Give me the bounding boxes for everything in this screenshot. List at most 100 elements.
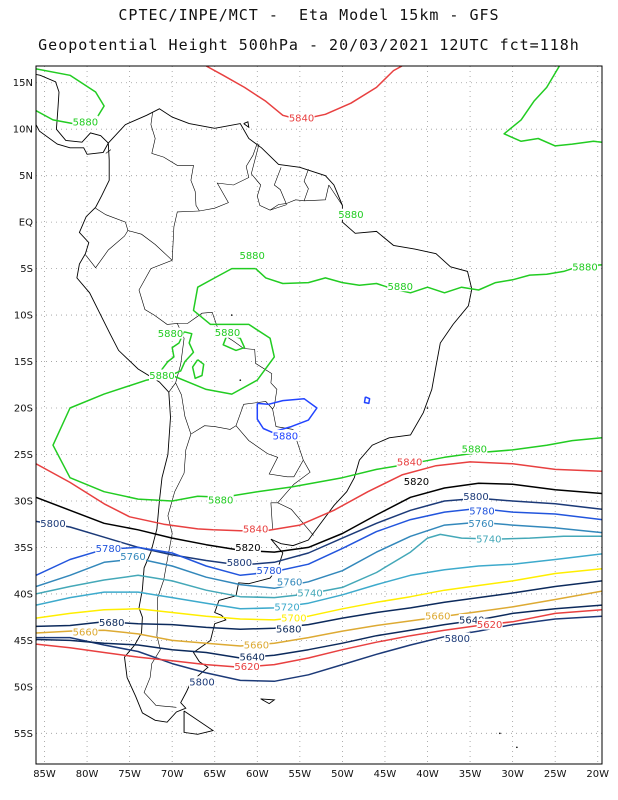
contour-label-background xyxy=(396,455,423,467)
country-border xyxy=(235,425,304,478)
contour-label-background xyxy=(280,612,307,624)
longitude-tick-label: 30W xyxy=(501,769,524,780)
contour-line-5700 xyxy=(36,568,602,621)
contour-label-background xyxy=(234,660,261,672)
contour-label-5880: 5880 xyxy=(239,251,264,262)
contour-label-background xyxy=(275,623,302,635)
contour-label-background xyxy=(468,517,495,529)
contour-label-background xyxy=(226,556,253,568)
country-border xyxy=(85,230,129,269)
contour-label-background xyxy=(476,618,503,630)
country-border xyxy=(328,184,343,206)
contour-label-background xyxy=(98,616,125,628)
map-frame xyxy=(35,65,603,765)
contour-label-5880: 5880 xyxy=(215,328,240,339)
contour-label-5620: 5620 xyxy=(234,662,259,673)
latitude-tick-label: 25S xyxy=(14,450,33,461)
contour-label-background xyxy=(461,442,488,454)
contour-label-5740: 5740 xyxy=(297,588,322,599)
country-border xyxy=(143,434,192,708)
contour-line-5820 xyxy=(36,482,602,553)
contour-label-5780: 5780 xyxy=(96,544,121,555)
contour-label-background xyxy=(272,429,299,441)
latitude-tick-label: 15N xyxy=(13,78,33,89)
country-border xyxy=(105,149,112,154)
longitude-tick-label: 20W xyxy=(586,769,609,780)
country-border xyxy=(250,144,330,211)
country-border xyxy=(175,382,273,435)
contour-label-5800: 5800 xyxy=(40,519,65,530)
contour-label-background xyxy=(571,260,598,272)
contour-labels-layer: 5880 5880 5880 5880 5880 5880 5880 5880 5880 5880… xyxy=(40,112,598,689)
contour-line-5680 xyxy=(36,580,602,630)
contour-label-background xyxy=(444,632,471,644)
contour-label-5880: 5880 xyxy=(73,117,98,128)
longitude-tick-labels: 85W 80W 75W 70W 65W 60W 55W 50W 45W 40W 35W 30W 25W 2… xyxy=(33,769,609,780)
contour-line-5840 xyxy=(36,461,602,532)
latitude-tick-label: 15S xyxy=(14,357,33,368)
country-border xyxy=(177,311,278,410)
contour-label-background xyxy=(468,505,495,517)
island-dot xyxy=(516,746,518,749)
island-dot xyxy=(499,732,501,735)
latitude-tick-label: 55S xyxy=(14,729,33,740)
contour-label-5680: 5680 xyxy=(99,618,124,629)
contour-line-5880 xyxy=(36,68,105,126)
contour-line-5880 xyxy=(363,396,371,405)
latitude-tick-label: 5N xyxy=(19,171,33,182)
map-title-line-1: CPTEC/INPE/MCT - Eta Model 15km - GFS xyxy=(118,6,500,24)
contour-label-background xyxy=(403,475,430,487)
contour-label-background xyxy=(239,249,266,261)
longitude-tick-label: 45W xyxy=(374,769,397,780)
contour-label-5800: 5800 xyxy=(189,678,214,689)
country-border xyxy=(270,502,278,529)
contour-line-5840 xyxy=(205,66,403,121)
latitude-tick-label: 5S xyxy=(20,264,33,275)
contour-label-5840: 5840 xyxy=(243,524,268,535)
latitude-tick-label: 20S xyxy=(14,404,33,415)
longitude-tick-label: 70W xyxy=(161,769,184,780)
contour-label-background xyxy=(424,610,451,622)
contour-label-5780: 5780 xyxy=(469,507,494,518)
contour-line-5880 xyxy=(191,359,205,380)
coastline xyxy=(36,73,109,144)
contour-label-background xyxy=(458,613,485,625)
contour-label-5820: 5820 xyxy=(235,543,260,554)
gridlines xyxy=(36,66,602,764)
contour-label-5760: 5760 xyxy=(468,519,493,530)
contour-label-background xyxy=(387,280,414,292)
contour-label-5760: 5760 xyxy=(120,552,145,563)
country-border xyxy=(95,207,173,261)
contour-label-5880: 5880 xyxy=(208,496,233,507)
contour-label-5880: 5880 xyxy=(149,371,174,382)
latitude-tick-label: EQ xyxy=(19,218,33,229)
longitude-tick-label: 40W xyxy=(416,769,439,780)
contour-label-5880: 5880 xyxy=(158,329,183,340)
longitude-tick-label: 80W xyxy=(76,769,99,780)
country-border xyxy=(150,112,200,212)
contour-line-5880 xyxy=(255,264,602,294)
coastline xyxy=(183,710,215,735)
contour-label-background xyxy=(214,326,241,338)
coastline xyxy=(260,698,276,705)
contour-label-5680: 5680 xyxy=(276,625,301,636)
contour-label-5840: 5840 xyxy=(397,457,422,468)
contour-label-5880: 5880 xyxy=(462,444,487,455)
contour-label-background xyxy=(207,494,234,506)
longitude-tick-label: 50W xyxy=(331,769,354,780)
contour-label-background xyxy=(157,327,184,339)
contour-label-5760: 5760 xyxy=(277,577,302,588)
longitude-tick-label: 85W xyxy=(33,769,56,780)
contour-label-background xyxy=(276,575,303,587)
latitude-tick-label: 10N xyxy=(13,125,33,136)
island-dot xyxy=(426,407,429,409)
contour-label-5800: 5800 xyxy=(445,634,470,645)
contour-label-background xyxy=(148,369,175,381)
coastline xyxy=(36,124,109,155)
map-plot-area: 5880 5880 5880 5880 5880 5880 5880 5880 5880 5880… xyxy=(36,66,602,764)
latitude-tick-label: 40S xyxy=(14,589,33,600)
country-border xyxy=(277,459,314,536)
latitude-tick-label: 45S xyxy=(14,636,33,647)
island-dot xyxy=(239,379,242,381)
contour-label-5880: 5880 xyxy=(388,282,413,293)
